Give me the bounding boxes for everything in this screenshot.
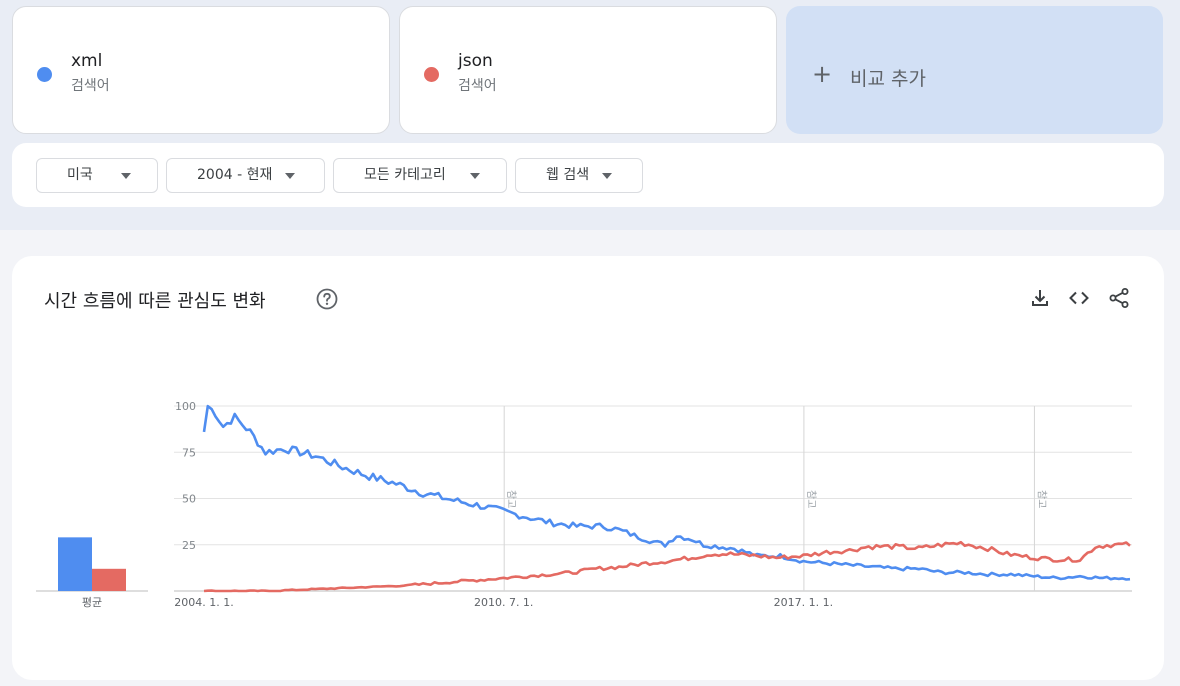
category-filter-label: 모든 카테고리 <box>364 167 446 183</box>
interest-over-time-card: 시간 흐름에 따른 관심도 변화 <box>12 256 1164 680</box>
region-filter[interactable]: 미국 <box>36 158 158 193</box>
series-color-dot <box>37 67 52 82</box>
dropdown-arrow-icon <box>470 173 480 179</box>
category-filter[interactable]: 모든 카테고리 <box>333 158 507 193</box>
term-name[interactable]: xml <box>71 51 103 71</box>
dropdown-arrow-icon <box>121 173 131 179</box>
help-icon[interactable] <box>316 288 338 310</box>
period-filter[interactable]: 2004 - 현재 <box>166 158 325 193</box>
share-icon[interactable] <box>1108 287 1130 309</box>
chart-title: 시간 흐름에 따른 관심도 변화 <box>44 291 266 312</box>
add-compare-label: 비교 추가 <box>850 68 926 90</box>
filter-bar: 미국 2004 - 현재 모든 카테고리 웹 검색 <box>12 143 1164 207</box>
dropdown-arrow-icon <box>602 173 612 179</box>
plus-icon: + <box>812 60 833 88</box>
download-icon[interactable] <box>1029 287 1051 309</box>
search-type-filter[interactable]: 웹 검색 <box>515 158 643 193</box>
dropdown-arrow-icon <box>285 173 295 179</box>
search-type-filter-label: 웹 검색 <box>546 167 590 183</box>
term-card-xml[interactable]: xml 검색어 <box>12 6 390 134</box>
term-name[interactable]: json <box>458 51 493 71</box>
series-color-dot <box>424 67 439 82</box>
term-kind: 검색어 <box>458 78 497 94</box>
term-card-json[interactable]: json 검색어 <box>399 6 777 134</box>
period-filter-label: 2004 - 현재 <box>197 167 273 183</box>
embed-icon[interactable] <box>1068 287 1090 309</box>
add-compare-button[interactable]: + 비교 추가 <box>786 6 1163 134</box>
term-kind: 검색어 <box>71 78 110 94</box>
region-filter-label: 미국 <box>67 167 93 183</box>
